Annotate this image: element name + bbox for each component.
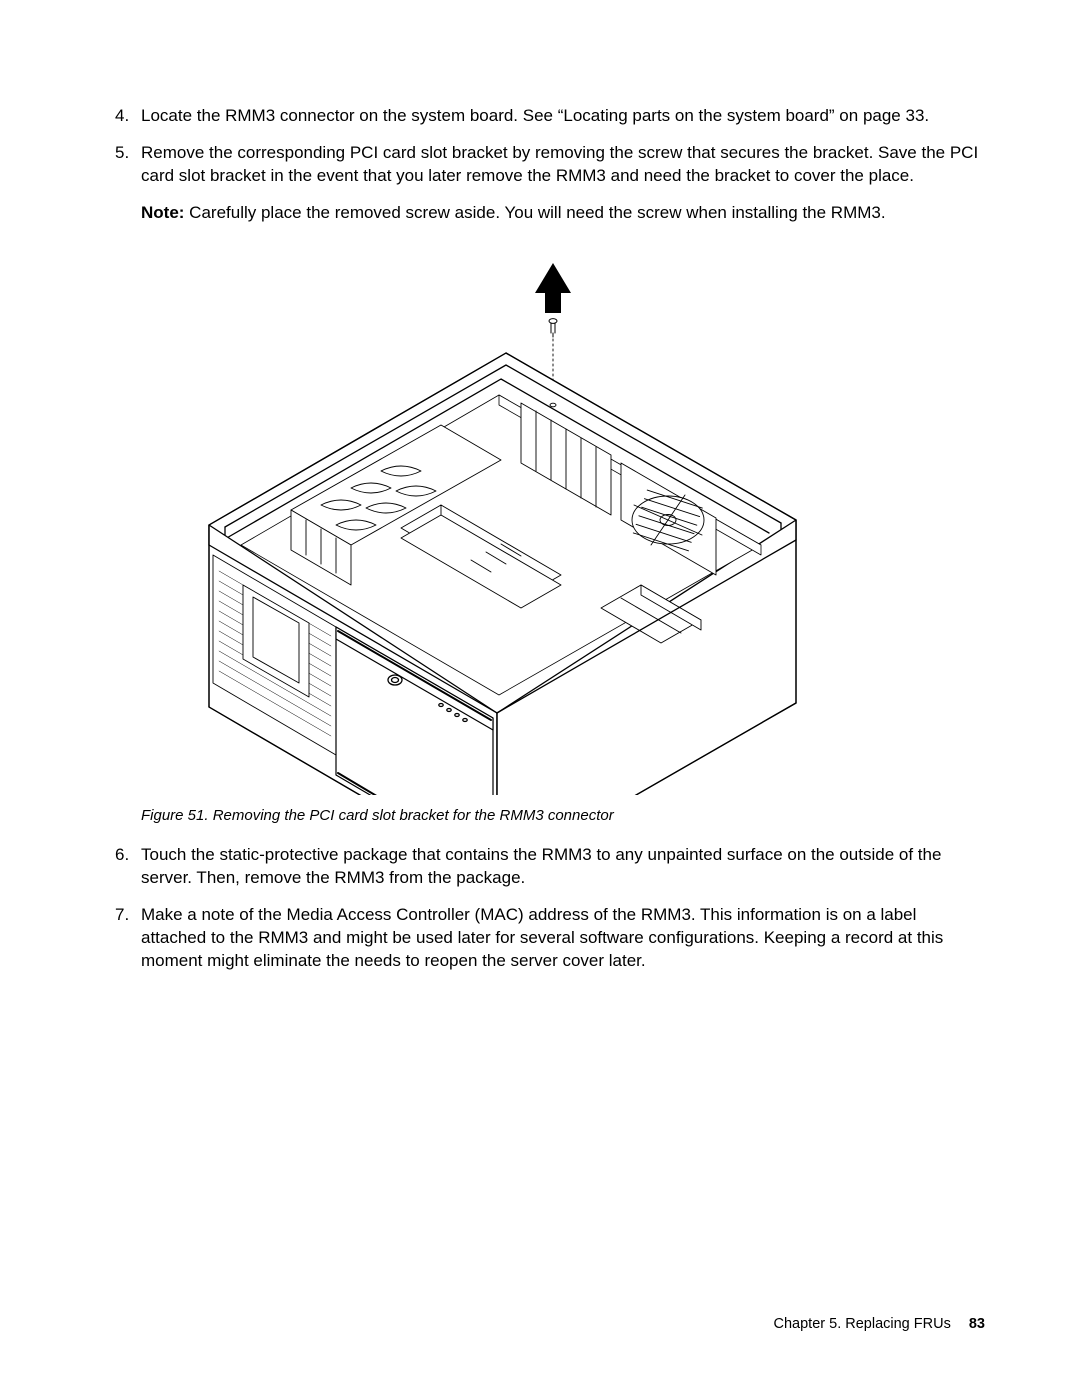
note-text: Carefully place the removed screw aside.… (184, 203, 885, 222)
list-item: 5. Remove the corresponding PCI card slo… (115, 142, 985, 188)
note-label: Note: (141, 203, 184, 222)
footer-pagenum: 83 (969, 1316, 985, 1332)
list-item: 7. Make a note of the Media Access Contr… (115, 904, 985, 973)
list-text: Locate the RMM3 connector on the system … (141, 105, 985, 128)
list-number: 4. (115, 105, 141, 128)
list-text: Make a note of the Media Access Controll… (141, 904, 985, 973)
instruction-list: 4. Locate the RMM3 connector on the syst… (115, 105, 985, 188)
instruction-list-continued: 6. Touch the static-protective package t… (115, 844, 985, 973)
note-paragraph: Note: Carefully place the removed screw … (141, 202, 985, 225)
footer-chapter: Chapter 5. Replacing FRUs (774, 1316, 951, 1332)
list-item: 4. Locate the RMM3 connector on the syst… (115, 105, 985, 128)
list-item: 6. Touch the static-protective package t… (115, 844, 985, 890)
page-footer: Chapter 5. Replacing FRUs 83 (774, 1316, 985, 1332)
list-number: 7. (115, 904, 141, 973)
list-text: Touch the static-protective package that… (141, 844, 985, 890)
figure-container (141, 255, 985, 795)
figure-caption: Figure 51. Removing the PCI card slot br… (141, 807, 985, 824)
list-text: Remove the corresponding PCI card slot b… (141, 142, 985, 188)
chassis-diagram (141, 255, 841, 795)
list-number: 6. (115, 844, 141, 890)
list-number: 5. (115, 142, 141, 188)
